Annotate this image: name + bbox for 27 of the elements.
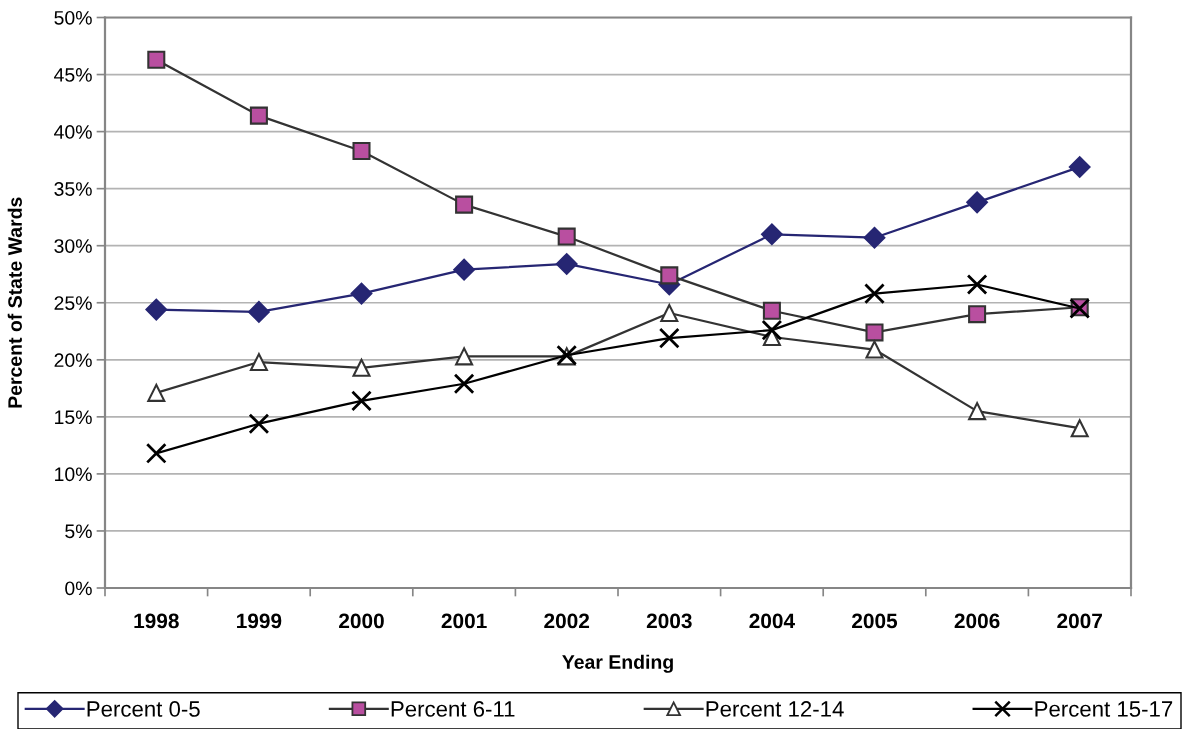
legend-label: Percent 15-17 [1035, 701, 1173, 717]
y-tick-label: 45% [54, 68, 92, 82]
x-tick-label: 2002 [544, 613, 590, 629]
x-tick-label: 2007 [1057, 613, 1102, 629]
y-tick-label: 10% [55, 467, 92, 482]
x-tick-label: 2005 [852, 613, 898, 629]
y-axis-title: Percent of State Wards [7, 197, 22, 408]
y-tick-label: 15% [55, 410, 92, 425]
x-tick-label: 2004 [749, 613, 795, 629]
y-tick-label: 35% [54, 182, 92, 196]
y-tick-label: 25% [54, 296, 92, 310]
x-axis-title: Year Ending [562, 654, 673, 673]
y-tick-label: 40% [54, 125, 92, 139]
y-tick-label: 50% [54, 10, 92, 25]
y-tick-label: 30% [54, 239, 92, 253]
legend-label: Percent 6-11 [391, 701, 515, 717]
x-tick-label: 1999 [237, 613, 282, 629]
x-tick-label: 2001 [441, 613, 487, 629]
y-tick-label: 20% [54, 353, 92, 368]
y-tick-label: 5% [65, 524, 92, 539]
y-tick-label: 0% [65, 581, 92, 596]
legend-label: Percent 12-14 [706, 701, 844, 717]
legend-label: Percent 0-5 [87, 701, 200, 717]
x-tick-label: 2000 [339, 613, 384, 629]
x-tick-label: 2003 [646, 613, 692, 629]
x-tick-label: 2006 [954, 613, 1000, 629]
x-tick-label: 1998 [134, 613, 179, 629]
